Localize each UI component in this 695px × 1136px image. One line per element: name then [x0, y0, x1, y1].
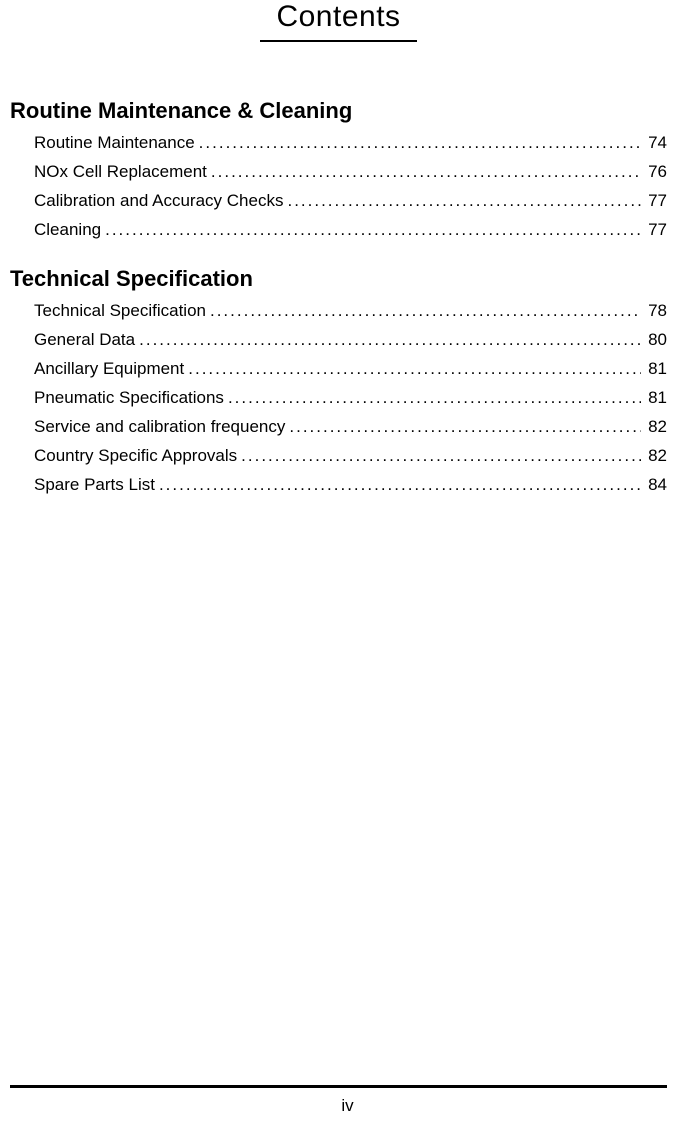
toc-entry-leader: ........................................…	[195, 134, 641, 151]
toc-entry: Cleaning ...............................…	[34, 221, 667, 238]
toc-entry-page: 78	[641, 302, 667, 319]
toc-entry: Ancillary Equipment ....................…	[34, 360, 667, 377]
toc-entry: Technical Specification ................…	[34, 302, 667, 319]
toc-entry-page: 76	[641, 163, 667, 180]
toc-entry-page: 77	[641, 221, 667, 238]
toc-entry-page: 77	[641, 192, 667, 209]
toc-entry-label: General Data	[34, 331, 135, 348]
page-number: iv	[0, 1096, 695, 1116]
toc-entry-page: 82	[641, 418, 667, 435]
section-heading: Routine Maintenance & Cleaning	[10, 98, 667, 124]
toc-sections: Routine Maintenance & Cleaning Routine M…	[10, 42, 667, 493]
toc-entry: Calibration and Accuracy Checks ........…	[34, 192, 667, 209]
toc-entry-leader: ........................................…	[207, 163, 641, 180]
page-title: Contents	[260, 0, 416, 42]
toc-entry-page: 81	[641, 389, 667, 406]
toc-entry: Spare Parts List .......................…	[34, 476, 667, 493]
toc-entry-leader: ........................................…	[135, 331, 641, 348]
toc-entry-leader: ........................................…	[184, 360, 641, 377]
toc-entry-label: Cleaning	[34, 221, 101, 238]
toc-entry-leader: ........................................…	[101, 221, 641, 238]
toc-entry: Pneumatic Specifications ...............…	[34, 389, 667, 406]
toc-entry-leader: ........................................…	[206, 302, 641, 319]
toc-entry-leader: ........................................…	[285, 418, 641, 435]
toc-entry-label: Spare Parts List	[34, 476, 155, 493]
toc-section: Routine Maintenance & Cleaning Routine M…	[10, 98, 667, 238]
toc-entry-page: 74	[641, 134, 667, 151]
toc-entry-label: Pneumatic Specifications	[34, 389, 224, 406]
toc-entry-page: 81	[641, 360, 667, 377]
toc-entry-label: Routine Maintenance	[34, 134, 195, 151]
title-container: Contents	[10, 0, 667, 42]
toc-entry-leader: ........................................…	[283, 192, 641, 209]
toc-entry: Country Specific Approvals .............…	[34, 447, 667, 464]
section-heading: Technical Specification	[10, 266, 667, 292]
toc-entry-leader: ........................................…	[224, 389, 641, 406]
toc-entry-label: Country Specific Approvals	[34, 447, 237, 464]
toc-entry-page: 82	[641, 447, 667, 464]
toc-entry-leader: ........................................…	[155, 476, 641, 493]
toc-entry-label: Ancillary Equipment	[34, 360, 184, 377]
toc-entry: NOx Cell Replacement ...................…	[34, 163, 667, 180]
page: Contents Routine Maintenance & Cleaning …	[0, 0, 695, 1136]
footer-rule	[10, 1085, 667, 1088]
toc-entry-page: 80	[641, 331, 667, 348]
toc-entry-label: NOx Cell Replacement	[34, 163, 207, 180]
toc-entry-label: Technical Specification	[34, 302, 206, 319]
toc-entry: General Data ...........................…	[34, 331, 667, 348]
toc-entry: Routine Maintenance ....................…	[34, 134, 667, 151]
toc-entry-page: 84	[641, 476, 667, 493]
toc-section: Technical Specification Technical Specif…	[10, 266, 667, 493]
toc-entry-leader: ........................................…	[237, 447, 641, 464]
toc-entry-label: Service and calibration frequency	[34, 418, 285, 435]
toc-entry-label: Calibration and Accuracy Checks	[34, 192, 283, 209]
toc-entry: Service and calibration frequency ......…	[34, 418, 667, 435]
